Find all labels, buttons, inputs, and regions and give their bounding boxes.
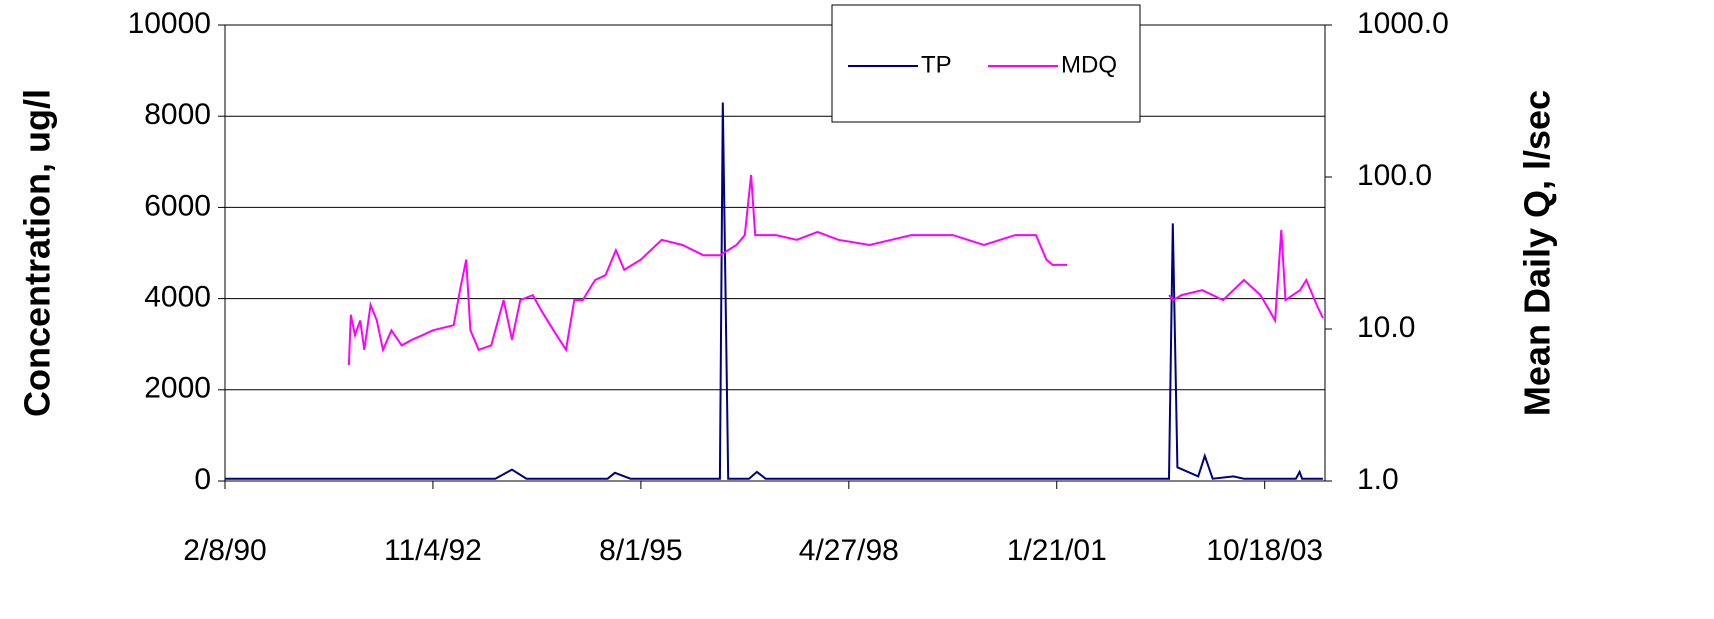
legend-text: MDQ xyxy=(1061,51,1117,78)
y-tick-label: 0 xyxy=(194,463,211,496)
y-tick-label: 2000 xyxy=(144,372,211,405)
x-tick-label: 2/8/90 xyxy=(183,534,266,567)
legend-text: TP xyxy=(921,51,952,78)
y2-tick-label: 100.0 xyxy=(1357,159,1432,192)
x-tick-label: 8/1/95 xyxy=(599,534,682,567)
x-tick-label: 10/18/03 xyxy=(1206,534,1323,567)
series-line xyxy=(347,174,1068,366)
legend-box xyxy=(831,4,1141,123)
y2-tick-label: 1.0 xyxy=(1357,463,1399,496)
y-tick-label: 10000 xyxy=(128,7,211,40)
series-line xyxy=(225,102,1323,480)
y-tick-label: 4000 xyxy=(144,281,211,314)
series-line xyxy=(1168,229,1324,324)
y2-axis-label: Mean Daily Q, l/sec xyxy=(1517,90,1558,416)
x-tick-label: 4/27/98 xyxy=(799,534,899,567)
x-tick-label: 11/4/92 xyxy=(384,534,482,567)
y2-tick-label: 1000.0 xyxy=(1357,7,1449,40)
y2-tick-label: 10.0 xyxy=(1357,311,1415,344)
y-tick-label: 6000 xyxy=(144,189,211,222)
y-axis-label: Concentration, ug/l xyxy=(17,89,58,417)
x-tick-label: 1/21/01 xyxy=(1007,534,1107,567)
y-tick-label: 8000 xyxy=(144,98,211,131)
